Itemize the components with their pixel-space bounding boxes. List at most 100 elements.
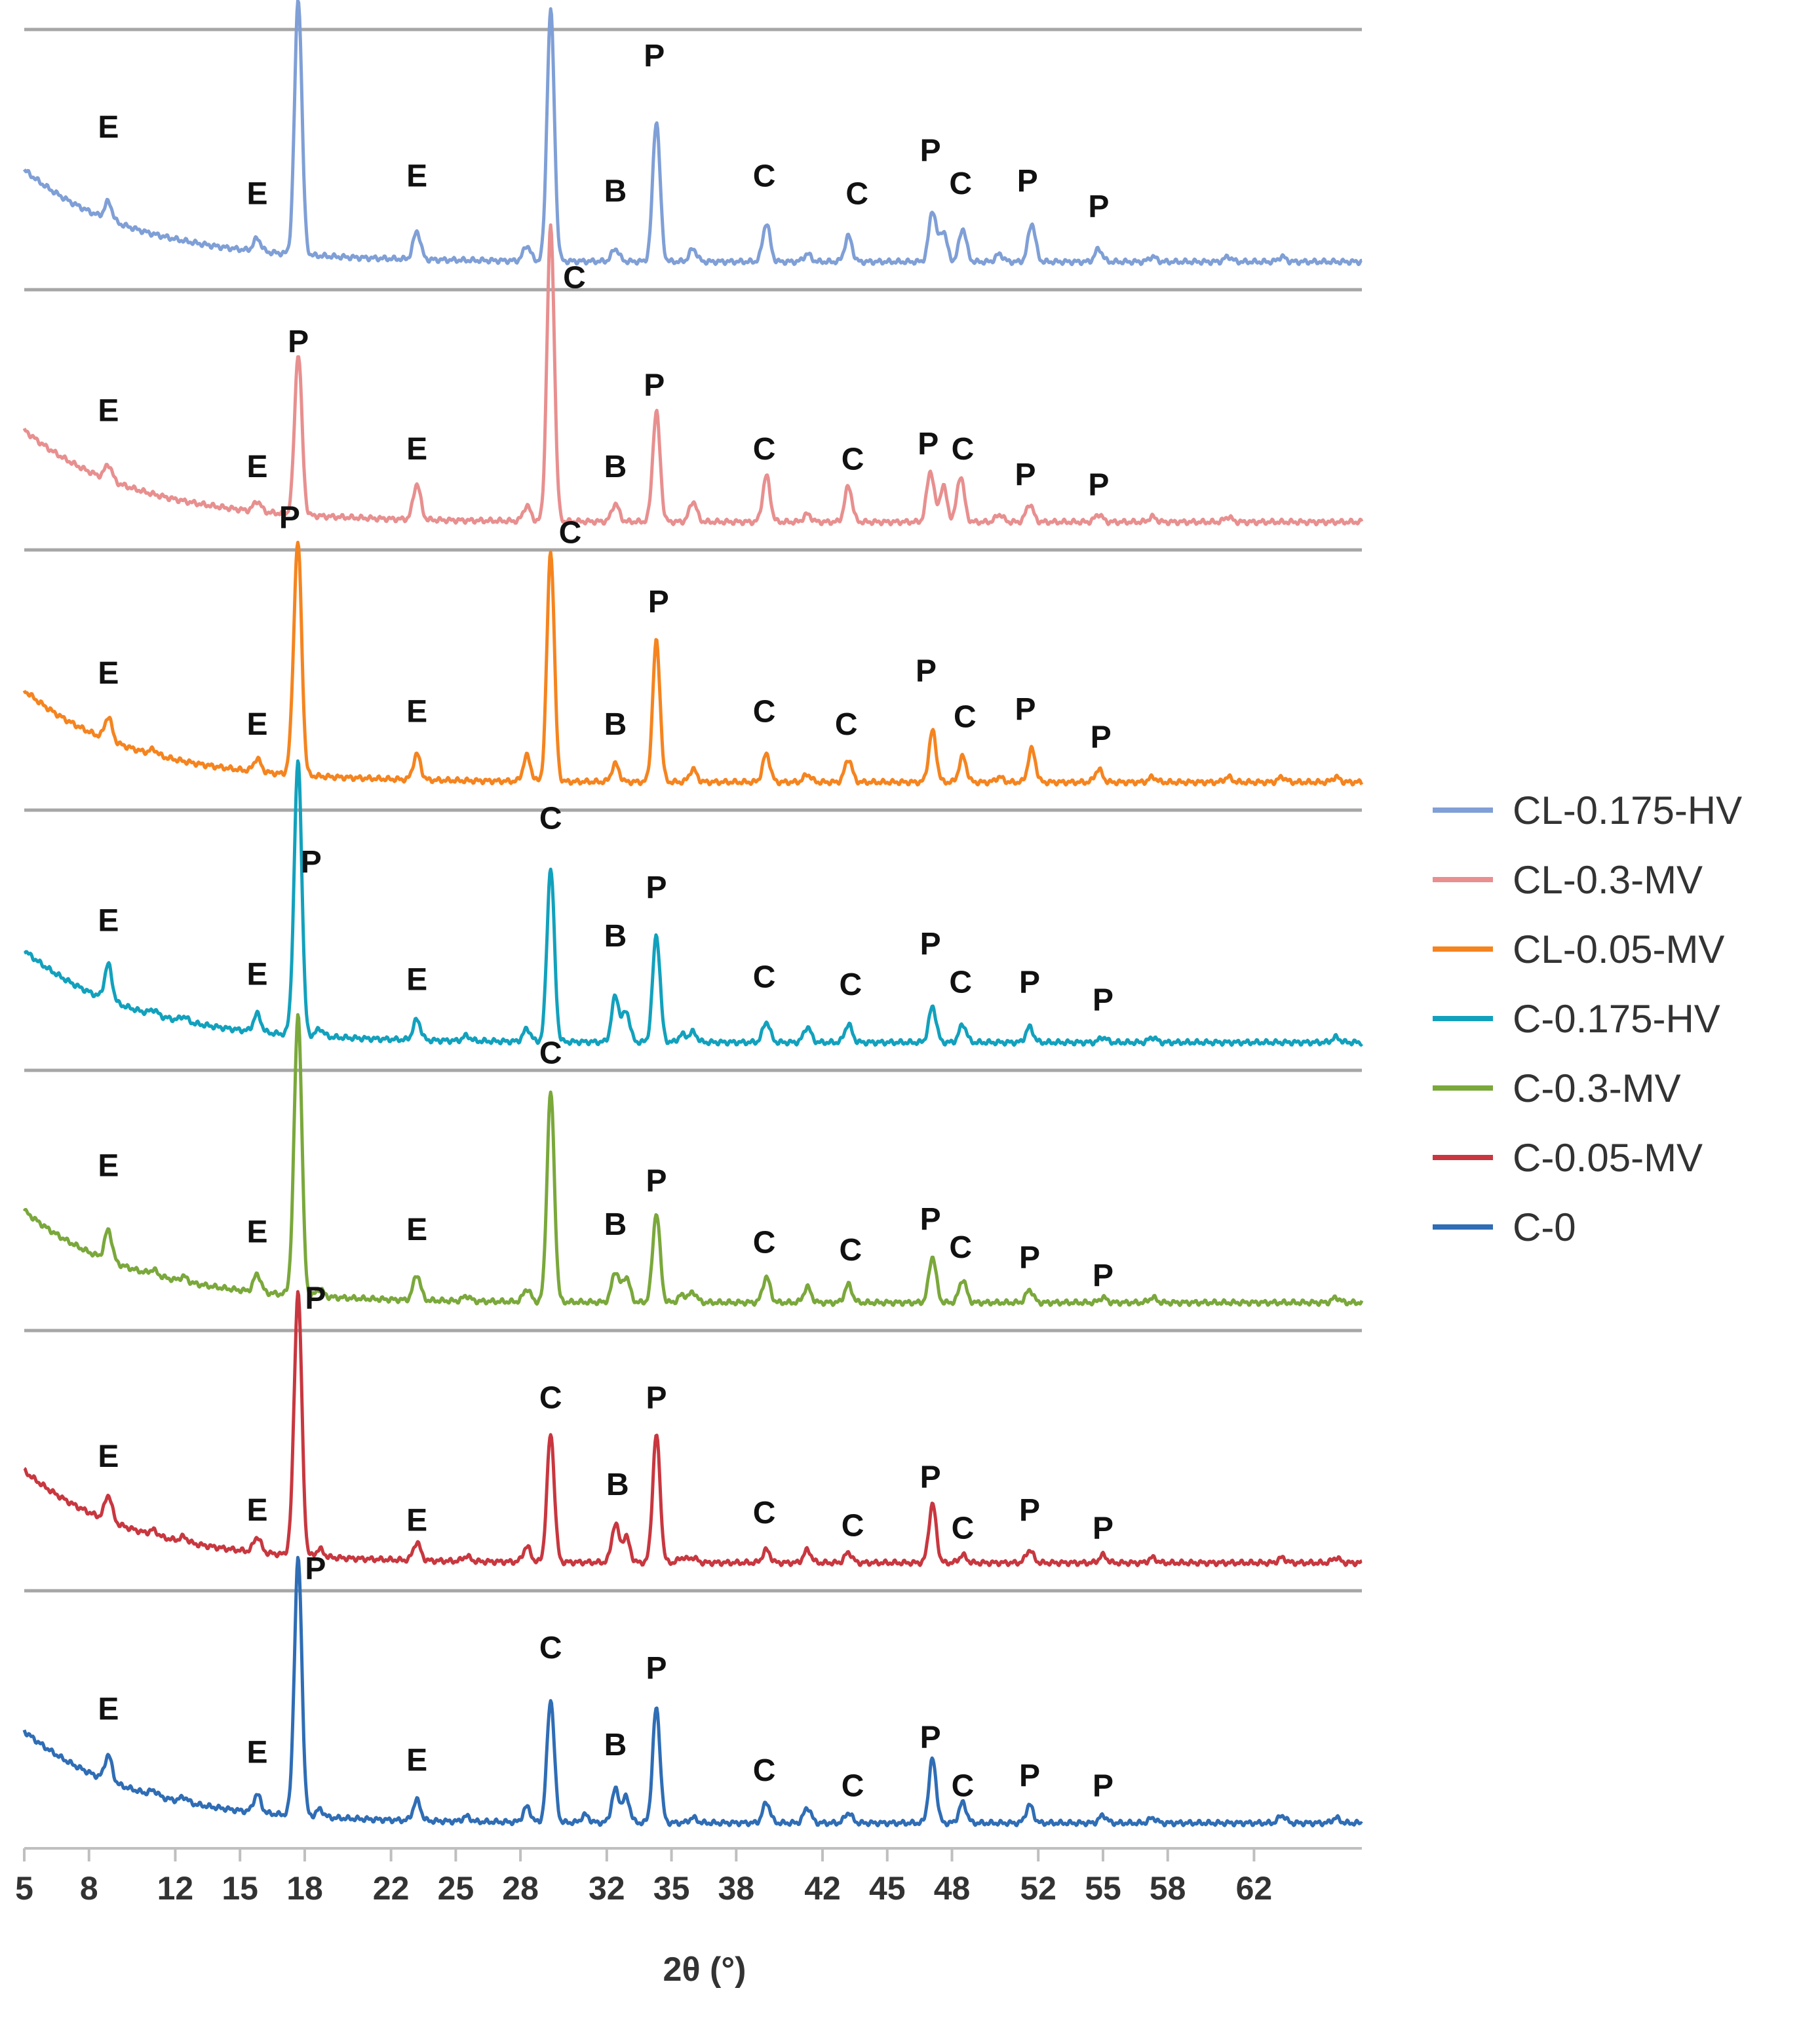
x-tick-label-9: 32 <box>589 1870 625 1907</box>
peak-label-1-2: E <box>246 177 267 212</box>
peak-label-7-4: E <box>406 1743 427 1778</box>
peak-label-6-7: P <box>646 1380 667 1415</box>
peak-label-3-10: P <box>916 653 937 688</box>
peak-label-3-11: C <box>954 700 977 735</box>
peak-label-4-11: C <box>949 965 972 1000</box>
peak-label-3-13: P <box>1091 720 1112 755</box>
peak-label-4-8: C <box>753 960 776 995</box>
peak-label-2-11: C <box>952 432 975 467</box>
legend-label-3: CL-0.05-MV <box>1513 927 1724 971</box>
peak-label-7-2: E <box>246 1736 267 1770</box>
legend: CL-0.175-HV CL-0.3-MV CL-0.05-MV C-0.175-HV… <box>1433 788 1742 1249</box>
peak-label-1-13: P <box>1088 189 1109 224</box>
peak-label-7-6: B <box>604 1728 627 1762</box>
x-tick-label-12: 42 <box>804 1870 841 1907</box>
peak-label-5-5: B <box>604 1207 627 1242</box>
x-axis-ticks: 5 8 12 15 18 22 25 28 32 35 38 42 45 48 52 55 58 62 <box>15 1848 1272 1907</box>
peak-label-3-7: P <box>648 585 669 619</box>
peak-label-5-12: P <box>1093 1258 1113 1293</box>
peak-label-4-4: E <box>406 962 427 997</box>
peak-label-2-1: E <box>98 393 119 428</box>
peak-label-6-10: P <box>920 1460 941 1494</box>
peak-label-1-6: B <box>604 174 627 209</box>
peak-label-3-12: P <box>1015 692 1036 727</box>
series-line-3 <box>22 541 1364 787</box>
peak-label-4-10: P <box>920 927 941 962</box>
x-axis-title: 2θ (°) <box>663 1951 746 1989</box>
peak-label-6-6: B <box>606 1468 629 1502</box>
x-tick-label-15: 52 <box>1020 1870 1056 1907</box>
peak-label-3-2: E <box>246 707 267 742</box>
peak-label-3-1: E <box>98 656 119 691</box>
series-line-6 <box>23 1290 1363 1568</box>
peak-label-3-5: C <box>559 516 582 551</box>
x-tick-label-4: 15 <box>222 1870 258 1907</box>
peak-label-2-2: E <box>246 450 267 484</box>
panel-separator-lines <box>24 28 1362 1593</box>
peak-label-7-8: C <box>753 1753 776 1788</box>
legend-label-2: CL-0.3-MV <box>1513 858 1703 902</box>
peak-label-7-11: C <box>952 1768 975 1803</box>
peak-label-6-3: P <box>305 1281 326 1315</box>
peak-label-1-7: P <box>644 39 665 73</box>
peak-label-1-11: C <box>949 166 972 201</box>
peak-label-4-7: P <box>646 870 667 905</box>
peak-label-1-9: C <box>845 177 868 212</box>
peak-label-6-4: E <box>406 1504 427 1538</box>
legend-label-1: CL-0.175-HV <box>1513 788 1742 832</box>
peak-label-5-2: E <box>246 1215 267 1250</box>
peak-label-3-6: B <box>604 707 627 742</box>
peak-label-7-13: P <box>1093 1768 1113 1803</box>
peak-label-4-12: P <box>1019 965 1040 1000</box>
x-tick-label-17: 58 <box>1150 1870 1186 1907</box>
peak-label-1-8: C <box>753 159 776 193</box>
peak-label-7-5: C <box>539 1631 562 1665</box>
peak-label-5-6: P <box>646 1164 667 1199</box>
peak-label-3-9: C <box>835 707 858 742</box>
series-line-7 <box>22 1555 1363 1828</box>
x-tick-label-8: 28 <box>502 1870 539 1907</box>
peak-label-5-9: P <box>920 1202 941 1237</box>
peak-label-6-2: E <box>246 1493 267 1528</box>
peak-label-5-1: E <box>98 1148 119 1183</box>
peak-label-2-13: P <box>1088 467 1109 502</box>
peak-label-7-1: E <box>98 1692 119 1726</box>
peak-label-7-7: P <box>646 1651 667 1686</box>
peak-label-6-9: C <box>842 1508 864 1543</box>
x-tick-label-18: 62 <box>1236 1870 1273 1907</box>
series-traces <box>22 0 1364 1828</box>
peak-label-3-3: P <box>279 500 300 535</box>
peak-label-2-9: C <box>842 442 864 477</box>
peak-label-4-6: B <box>604 919 627 954</box>
peak-label-7-12: P <box>1019 1759 1040 1793</box>
peak-label-2-3: P <box>288 324 309 359</box>
peak-label-1-4: E <box>406 159 427 193</box>
peak-label-4-13: P <box>1093 983 1113 1018</box>
peak-label-5-7: C <box>753 1225 776 1260</box>
peak-label-5-4: C <box>539 1036 562 1071</box>
peak-label-2-8: C <box>753 432 776 467</box>
peak-label-7-3: P <box>305 1551 326 1586</box>
legend-label-7: C-0 <box>1513 1205 1576 1249</box>
x-axis: 5 8 12 15 18 22 25 28 32 35 38 42 45 48 52 55 58 62 2θ (°… <box>15 1847 1362 1989</box>
peak-label-6-5: C <box>539 1380 562 1415</box>
series-line-4 <box>23 759 1363 1047</box>
peak-label-4-1: E <box>98 904 119 939</box>
series-line-5 <box>22 1013 1364 1308</box>
legend-label-4: C-0.175-HV <box>1513 997 1720 1041</box>
peak-label-4-2: E <box>246 958 267 992</box>
series-line-2 <box>22 223 1364 527</box>
peak-label-5-11: P <box>1019 1241 1040 1275</box>
peak-label-2-5: C <box>563 261 586 296</box>
peak-labels: EEPECBPCCPCPPEEPECBPCCPCPPEEPECBPCCPCPPE… <box>98 39 1113 1803</box>
peak-label-6-1: E <box>98 1439 119 1474</box>
peak-label-6-12: P <box>1019 1493 1040 1528</box>
legend-label-6: C-0.05-MV <box>1513 1136 1703 1180</box>
peak-label-1-10: P <box>920 133 941 168</box>
peak-label-6-8: C <box>753 1496 776 1530</box>
peak-label-2-6: B <box>604 450 627 484</box>
x-tick-label-1: 5 <box>15 1870 33 1907</box>
peak-label-6-11: C <box>952 1511 975 1546</box>
peak-label-2-7: P <box>644 368 665 402</box>
